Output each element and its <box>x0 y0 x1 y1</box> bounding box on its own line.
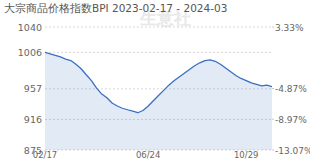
area <box>45 52 272 150</box>
y2-tick <box>272 150 274 151</box>
y2-tick <box>272 27 274 28</box>
y2-tick <box>272 119 274 120</box>
x-tick-label: 02/17 <box>33 150 58 160</box>
y-tick-label: 957 <box>24 83 42 94</box>
y2-tick-label: -4.87% <box>275 84 307 94</box>
x-tick-label: 06/24 <box>136 150 161 160</box>
line <box>45 52 272 112</box>
y2-tick-label: -13.07% <box>275 146 310 156</box>
y2-tick <box>272 88 274 89</box>
y2-tick-label: -8.97% <box>275 115 307 125</box>
x-tick-label: 10/29 <box>234 150 259 160</box>
y-tick-label: 916 <box>24 114 42 125</box>
grid-line <box>45 27 272 28</box>
y-tick-label: 1040 <box>18 22 42 33</box>
plot-area <box>45 52 272 150</box>
y-tick-label: 1006 <box>18 47 42 58</box>
chart: 生意社大宗商品价格指数BPI 2023-02-17 - 2024-0310401… <box>0 0 310 160</box>
title: 大宗商品价格指数BPI 2023-02-17 - 2024-03 <box>4 2 227 14</box>
y2-tick-label: 3.33% <box>275 23 304 33</box>
grid-line <box>45 52 272 53</box>
